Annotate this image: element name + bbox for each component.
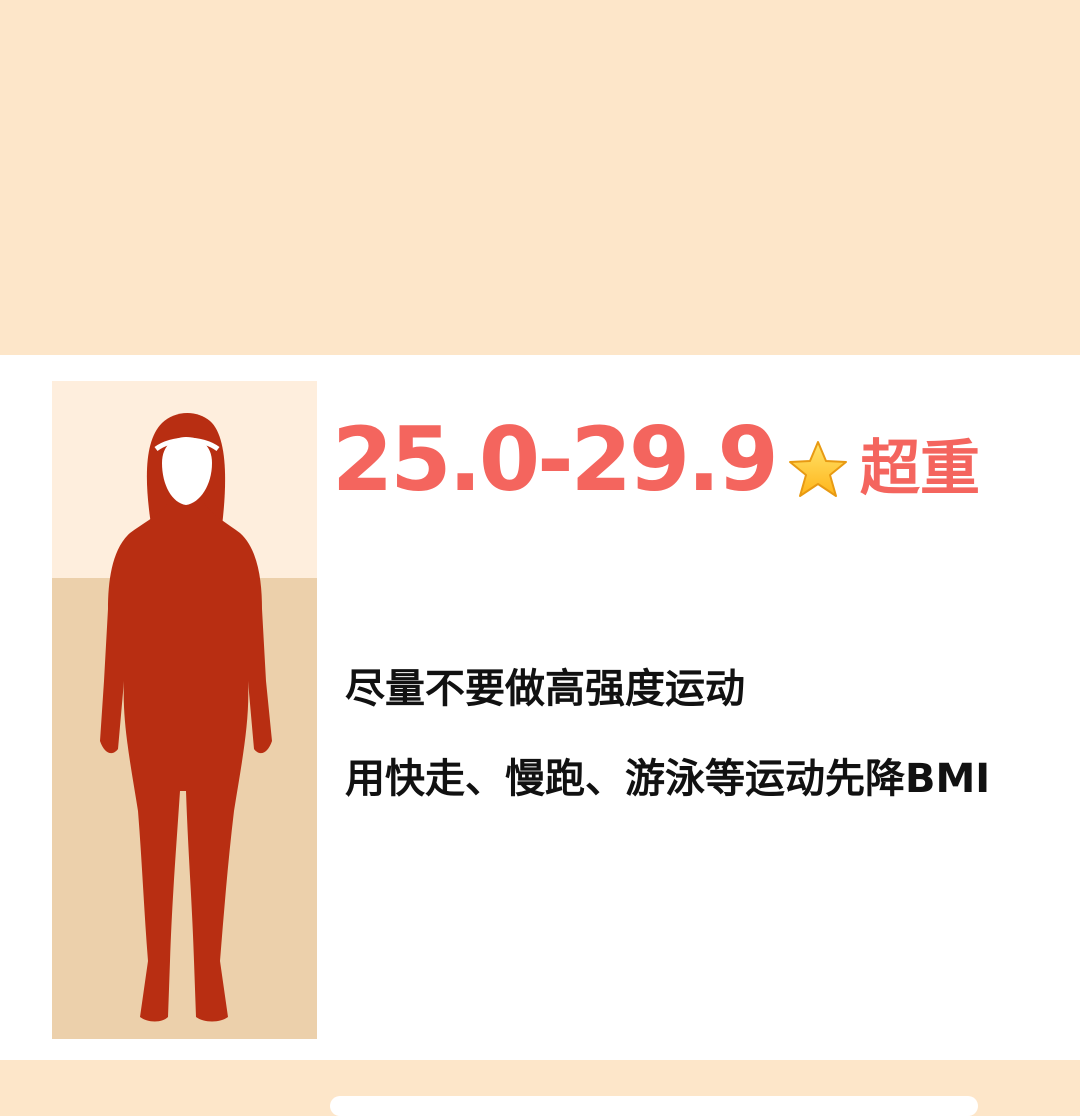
body-figure-panel bbox=[52, 381, 317, 1039]
top-background-band bbox=[0, 0, 1080, 355]
next-card-edge bbox=[330, 1096, 978, 1116]
star-icon bbox=[789, 441, 847, 497]
advice-text-line-1: 尽量不要做高强度运动 bbox=[345, 666, 745, 712]
advice-text-line-2: 用快走、慢跑、游泳等运动先降BMI bbox=[345, 756, 991, 802]
female-body-silhouette-icon bbox=[100, 412, 272, 1022]
bmi-range-value: 25.0-29.9 bbox=[332, 408, 779, 511]
bmi-category-label: 超重 bbox=[860, 434, 980, 504]
